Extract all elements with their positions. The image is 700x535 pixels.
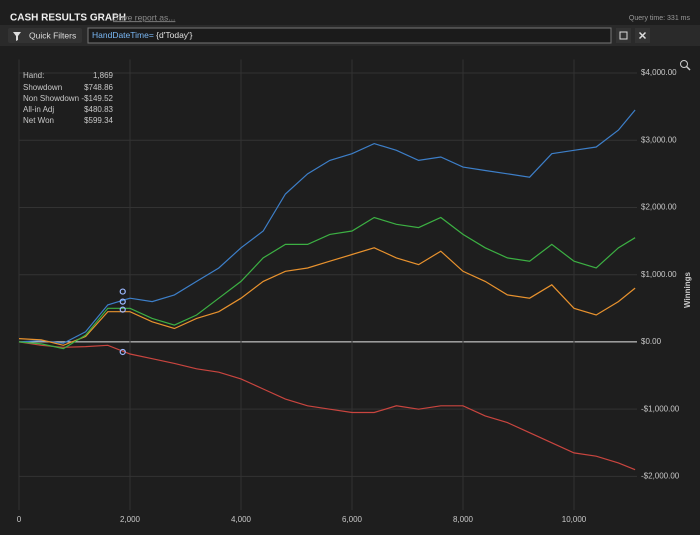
series-line bbox=[18, 216, 636, 350]
readout-label: Net Won bbox=[23, 116, 54, 125]
readout-value: $480.83 bbox=[84, 105, 113, 114]
readout-value: $748.86 bbox=[84, 83, 113, 92]
y-axis-label: Winnings bbox=[683, 271, 692, 307]
readout-value: 1,869 bbox=[93, 71, 114, 80]
x-tick-label: 6,000 bbox=[342, 515, 363, 524]
quick-filter-label: Quick Filters bbox=[29, 30, 76, 40]
series-line bbox=[18, 109, 636, 344]
hover-marker bbox=[119, 298, 126, 305]
hover-marker bbox=[119, 348, 126, 356]
x-tick-label: 0 bbox=[17, 515, 22, 524]
clear-icon bbox=[638, 31, 647, 40]
readout-value: $599.34 bbox=[84, 116, 113, 125]
x-tick-label: 10,000 bbox=[562, 515, 587, 524]
y-tick-label: $3,000.00 bbox=[641, 135, 677, 144]
save-button[interactable] bbox=[616, 28, 631, 43]
readout-label: All-in Adj bbox=[23, 105, 54, 114]
y-tick-label: $4,000.00 bbox=[641, 68, 677, 77]
save-link[interactable]: Save report as... bbox=[113, 12, 175, 22]
filter-icon bbox=[13, 32, 21, 41]
query-time: Query time: 331 ms bbox=[629, 15, 691, 22]
filter-field: HandDateTime= bbox=[92, 30, 154, 40]
zoom-icon[interactable] bbox=[680, 60, 688, 68]
y-tick-label: $0.00 bbox=[641, 337, 662, 346]
y-tick-label: $1,000.00 bbox=[641, 270, 677, 279]
title: CASH RESULTS GRAPH bbox=[10, 13, 126, 24]
filter-text: HandDateTime= {d'Today'} bbox=[92, 30, 193, 40]
y-tick-label: -$1,000.00 bbox=[641, 404, 680, 413]
x-tick-label: 4,000 bbox=[231, 515, 252, 524]
save-icon bbox=[619, 31, 628, 40]
hover-marker bbox=[119, 288, 126, 295]
x-tick-label: 2,000 bbox=[120, 515, 141, 524]
x-tick-label: 8,000 bbox=[453, 515, 474, 524]
filter-expression: {d'Today'} bbox=[154, 30, 193, 40]
readout-label: Non Showdown bbox=[23, 94, 79, 103]
y-tick-label: $2,000.00 bbox=[641, 203, 677, 212]
quick-filter-button[interactable] bbox=[8, 28, 82, 43]
series-line bbox=[18, 341, 636, 471]
readout-label: Hand: bbox=[23, 71, 44, 80]
zoom-icon-handle bbox=[685, 65, 691, 71]
y-tick-label: -$2,000.00 bbox=[641, 471, 680, 480]
filter-input[interactable] bbox=[87, 27, 612, 44]
readout-value: -$149.52 bbox=[81, 94, 113, 103]
readout-label: Showdown bbox=[23, 83, 62, 92]
hover-marker bbox=[119, 306, 126, 313]
